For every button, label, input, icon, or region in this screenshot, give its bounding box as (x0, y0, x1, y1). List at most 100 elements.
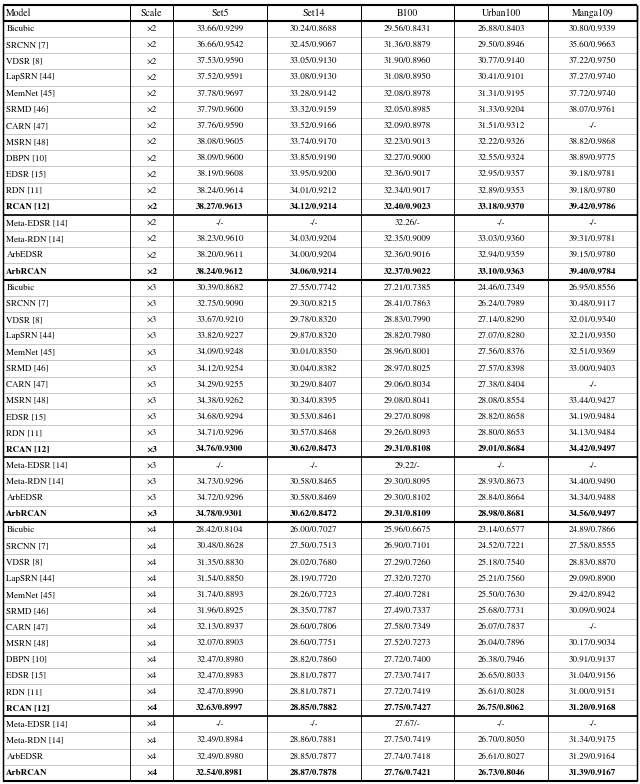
Text: 29.31/0.8109: 29.31/0.8109 (384, 510, 431, 518)
Text: 38.20/0.9611: 38.20/0.9611 (196, 252, 244, 260)
Text: 39.31/0.9781: 39.31/0.9781 (569, 235, 616, 243)
Text: 37.79/0.9600: 37.79/0.9600 (196, 106, 243, 114)
Text: 28.80/0.8653: 28.80/0.8653 (477, 429, 525, 437)
Text: ×4: ×4 (146, 769, 157, 777)
Text: 39.15/0.9780: 39.15/0.9780 (569, 252, 616, 260)
Text: 30.77/0.9140: 30.77/0.9140 (477, 57, 525, 65)
Text: 27.49/0.7337: 27.49/0.7337 (384, 607, 431, 615)
Text: 38.08/0.9605: 38.08/0.9605 (196, 138, 244, 146)
Text: 28.93/0.8673: 28.93/0.8673 (477, 477, 525, 486)
Text: ×2: ×2 (147, 219, 157, 227)
Text: 26.24/0.7989: 26.24/0.7989 (477, 299, 525, 308)
Text: ×4: ×4 (147, 607, 157, 615)
Text: 30.39/0.8682: 30.39/0.8682 (196, 284, 244, 292)
Text: MSRN [48]: MSRN [48] (6, 640, 49, 648)
Text: 32.47/0.8980: 32.47/0.8980 (196, 655, 244, 663)
Text: 31.34/0.9175: 31.34/0.9175 (569, 736, 616, 745)
Text: 26.75/0.8062: 26.75/0.8062 (477, 704, 525, 712)
Text: 37.22/0.9750: 37.22/0.9750 (569, 57, 616, 65)
Text: 33.05/0.9130: 33.05/0.9130 (290, 57, 337, 65)
Text: ×4: ×4 (147, 655, 157, 663)
Text: ×3: ×3 (146, 510, 157, 518)
Text: CARN [47]: CARN [47] (6, 122, 49, 130)
Text: MemNet [45]: MemNet [45] (6, 591, 56, 599)
Text: 28.82/0.7860: 28.82/0.7860 (290, 655, 337, 663)
Text: 31.54/0.8850: 31.54/0.8850 (196, 575, 244, 583)
Text: 28.86/0.7881: 28.86/0.7881 (290, 736, 337, 745)
Text: ×4: ×4 (147, 558, 157, 567)
Text: ×3: ×3 (147, 381, 157, 389)
Text: -/-: -/- (309, 720, 318, 728)
Text: 27.52/0.7273: 27.52/0.7273 (384, 640, 431, 648)
Text: 33.00/0.9403: 33.00/0.9403 (569, 365, 616, 372)
Text: -/-: -/- (216, 462, 224, 470)
Text: 28.08/0.8554: 28.08/0.8554 (477, 397, 525, 405)
Text: 33.03/0.9360: 33.03/0.9360 (477, 235, 525, 243)
Text: RCAN [12]: RCAN [12] (6, 704, 50, 712)
Text: DBPN [10]: DBPN [10] (6, 655, 47, 663)
Text: ×3: ×3 (147, 365, 157, 372)
Text: 34.12/0.9254: 34.12/0.9254 (196, 365, 244, 372)
Text: ArbRCAN: ArbRCAN (6, 510, 48, 518)
Text: LapSRN [44]: LapSRN [44] (6, 332, 55, 340)
Text: ×3: ×3 (147, 299, 157, 308)
Text: 28.81/0.7877: 28.81/0.7877 (290, 672, 337, 680)
Text: 34.56/0.9497: 34.56/0.9497 (569, 510, 616, 518)
Text: 34.78/0.9301: 34.78/0.9301 (196, 510, 243, 518)
Text: 31.36/0.8879: 31.36/0.8879 (384, 41, 431, 49)
Text: 27.58/0.8555: 27.58/0.8555 (569, 543, 616, 550)
Text: 34.12/0.9214: 34.12/0.9214 (290, 203, 337, 211)
Text: 32.26/-: 32.26/- (395, 219, 420, 227)
Text: ArbRCAN: ArbRCAN (6, 267, 48, 275)
Text: 34.71/0.9296: 34.71/0.9296 (196, 429, 243, 437)
Text: 26.90/0.7101: 26.90/0.7101 (384, 543, 431, 550)
Text: 28.42/0.8104: 28.42/0.8104 (196, 526, 244, 534)
Text: 32.01/0.9340: 32.01/0.9340 (569, 316, 616, 324)
Text: Bicubic: Bicubic (6, 284, 35, 292)
Text: ×2: ×2 (147, 138, 157, 146)
Text: ArbEDSR: ArbEDSR (6, 494, 44, 502)
Text: 31.96/0.8925: 31.96/0.8925 (196, 607, 243, 615)
Text: 32.63/0.8997: 32.63/0.8997 (196, 704, 244, 712)
Text: 37.76/0.9590: 37.76/0.9590 (196, 122, 243, 130)
Text: 32.49/0.8984: 32.49/0.8984 (196, 736, 243, 745)
Text: 26.38/0.7946: 26.38/0.7946 (477, 655, 525, 663)
Text: 29.22/-: 29.22/- (395, 462, 420, 470)
Text: 33.32/0.9159: 33.32/0.9159 (290, 106, 337, 114)
Text: -/-: -/- (588, 122, 596, 130)
Text: 26.04/0.7896: 26.04/0.7896 (477, 640, 525, 648)
Text: B100: B100 (397, 8, 418, 17)
Text: 34.19/0.9484: 34.19/0.9484 (569, 413, 616, 421)
Text: -/-: -/- (497, 462, 506, 470)
Text: MSRN [48]: MSRN [48] (6, 138, 49, 146)
Text: 29.42/0.8942: 29.42/0.8942 (569, 591, 616, 599)
Text: 29.26/0.8093: 29.26/0.8093 (384, 429, 431, 437)
Text: 30.58/0.8465: 30.58/0.8465 (290, 477, 337, 486)
Text: 31.08/0.8950: 31.08/0.8950 (384, 74, 431, 82)
Text: 27.72/0.7400: 27.72/0.7400 (384, 655, 431, 663)
Text: 39.18/0.9780: 39.18/0.9780 (569, 187, 616, 194)
Text: ArbEDSR: ArbEDSR (6, 753, 44, 760)
Text: 23.14/0.6577: 23.14/0.6577 (477, 526, 525, 534)
Text: LapSRN [44]: LapSRN [44] (6, 74, 55, 82)
Text: 34.76/0.9300: 34.76/0.9300 (196, 445, 243, 453)
Text: 38.82/0.9868: 38.82/0.9868 (569, 138, 616, 146)
Text: 27.76/0.7421: 27.76/0.7421 (383, 769, 431, 777)
Text: Bicubic: Bicubic (6, 25, 35, 33)
Text: 29.31/0.8108: 29.31/0.8108 (384, 445, 431, 453)
Text: 25.21/0.7560: 25.21/0.7560 (477, 575, 525, 583)
Text: Meta-RDN [14]: Meta-RDN [14] (6, 235, 64, 243)
Text: MemNet [45]: MemNet [45] (6, 89, 56, 98)
Text: 34.34/0.9488: 34.34/0.9488 (569, 494, 616, 502)
Text: 28.81/0.7871: 28.81/0.7871 (290, 688, 337, 696)
Text: 32.35/0.9009: 32.35/0.9009 (384, 235, 431, 243)
Text: 27.32/0.7270: 27.32/0.7270 (384, 575, 431, 583)
Text: 37.27/0.9740: 37.27/0.9740 (569, 74, 616, 82)
Text: ×3: ×3 (147, 494, 157, 502)
Text: 26.95/0.8556: 26.95/0.8556 (569, 284, 616, 292)
Text: 34.68/0.9294: 34.68/0.9294 (196, 413, 243, 421)
Text: -/-: -/- (216, 720, 224, 728)
Text: 32.94/0.9359: 32.94/0.9359 (477, 252, 525, 260)
Text: 34.13/0.9484: 34.13/0.9484 (569, 429, 616, 437)
Text: 33.44/0.9427: 33.44/0.9427 (569, 397, 616, 405)
